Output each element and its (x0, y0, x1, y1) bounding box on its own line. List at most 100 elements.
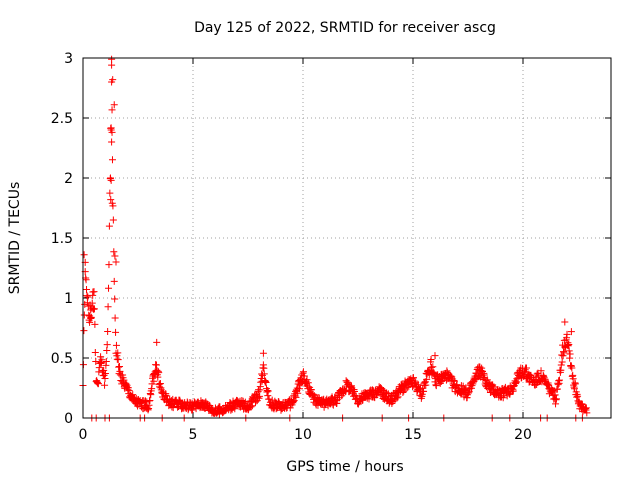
data-point (556, 376, 564, 384)
data-point (241, 398, 249, 406)
data-point (569, 375, 577, 383)
data-point (89, 288, 97, 296)
data-point (94, 380, 102, 388)
data-point (557, 361, 565, 369)
data-point (565, 347, 573, 355)
data-point (479, 368, 487, 376)
data-point (82, 276, 90, 284)
x-tick-label: 0 (79, 427, 88, 443)
data-point (108, 78, 116, 86)
data-point (108, 55, 116, 63)
chart-title: Day 125 of 2022, SRMTID for receiver asc… (194, 20, 496, 36)
data-point (260, 370, 268, 378)
data-point (299, 368, 307, 376)
data-point (103, 346, 111, 354)
data-point (108, 128, 116, 136)
data-point (248, 402, 256, 410)
data-point (583, 409, 591, 417)
data-point (101, 381, 109, 389)
data-point (431, 352, 439, 360)
data-point (371, 394, 379, 402)
data-point (567, 328, 575, 336)
data-point (102, 358, 110, 366)
data-point (383, 389, 391, 397)
data-point (83, 286, 91, 294)
data-point (565, 340, 573, 348)
data-point (114, 356, 122, 364)
data-point (490, 383, 498, 391)
grid-lines (83, 58, 611, 418)
data-point (427, 355, 435, 363)
data-point (290, 397, 298, 405)
data-point (103, 341, 111, 349)
data-point (91, 320, 99, 328)
axis-ticks: 0 5 10 15 20 0 0.5 1 1.5 2 2.5 3 (51, 51, 611, 443)
data-point (108, 138, 116, 146)
data-point (88, 299, 96, 307)
data-point (304, 385, 312, 393)
y-tick-label: 1.5 (51, 231, 73, 247)
data-point (112, 328, 120, 336)
data-point (104, 303, 112, 311)
x-tick-label: 10 (294, 427, 312, 443)
x-tick-label: 20 (514, 427, 532, 443)
y-tick-label: 2.5 (51, 111, 73, 127)
data-point (108, 106, 116, 114)
data-point (155, 369, 163, 377)
data-point (80, 251, 88, 259)
data-point (87, 306, 95, 314)
data-point (84, 302, 92, 310)
data-point (420, 387, 428, 395)
data-point (483, 376, 491, 384)
data-point (475, 372, 483, 380)
y-tick-label: 0.5 (51, 351, 73, 367)
data-point (292, 393, 300, 401)
data-point (108, 61, 116, 69)
data-point (294, 389, 302, 397)
data-point (84, 293, 92, 301)
data-point (265, 395, 273, 403)
data-point (124, 384, 132, 392)
data-point (110, 248, 118, 256)
data-point (551, 391, 559, 399)
data-point (108, 199, 116, 207)
data-point (146, 397, 154, 405)
data-point (422, 381, 430, 389)
data-point (566, 350, 574, 358)
data-point (438, 377, 446, 385)
data-point (86, 312, 94, 320)
data-point (259, 349, 267, 357)
data-point (111, 295, 119, 303)
data-point (563, 330, 571, 338)
data-point (120, 376, 128, 384)
data-point (264, 387, 272, 395)
data-point (552, 395, 560, 403)
data-points (79, 55, 591, 422)
data-point (568, 364, 576, 372)
data-point (112, 341, 120, 349)
data-point (571, 380, 579, 388)
y-tick-label: 1 (64, 291, 73, 307)
data-point (523, 364, 531, 372)
y-tick-label: 2 (64, 171, 73, 187)
data-point (303, 376, 311, 384)
data-point (101, 369, 109, 377)
data-point (432, 382, 440, 390)
data-point (399, 389, 407, 397)
data-point (86, 318, 94, 326)
data-point (98, 356, 106, 364)
data-point (549, 387, 557, 395)
data-point (150, 377, 158, 385)
data-point (111, 314, 119, 322)
data-point (107, 196, 115, 204)
data-point (114, 349, 122, 357)
plot-frame (82, 57, 612, 419)
data-point (418, 390, 426, 398)
data-point (153, 338, 161, 346)
y-tick-label: 3 (64, 51, 73, 67)
data-point (262, 378, 270, 386)
data-point (100, 371, 108, 379)
data-point (110, 101, 118, 109)
